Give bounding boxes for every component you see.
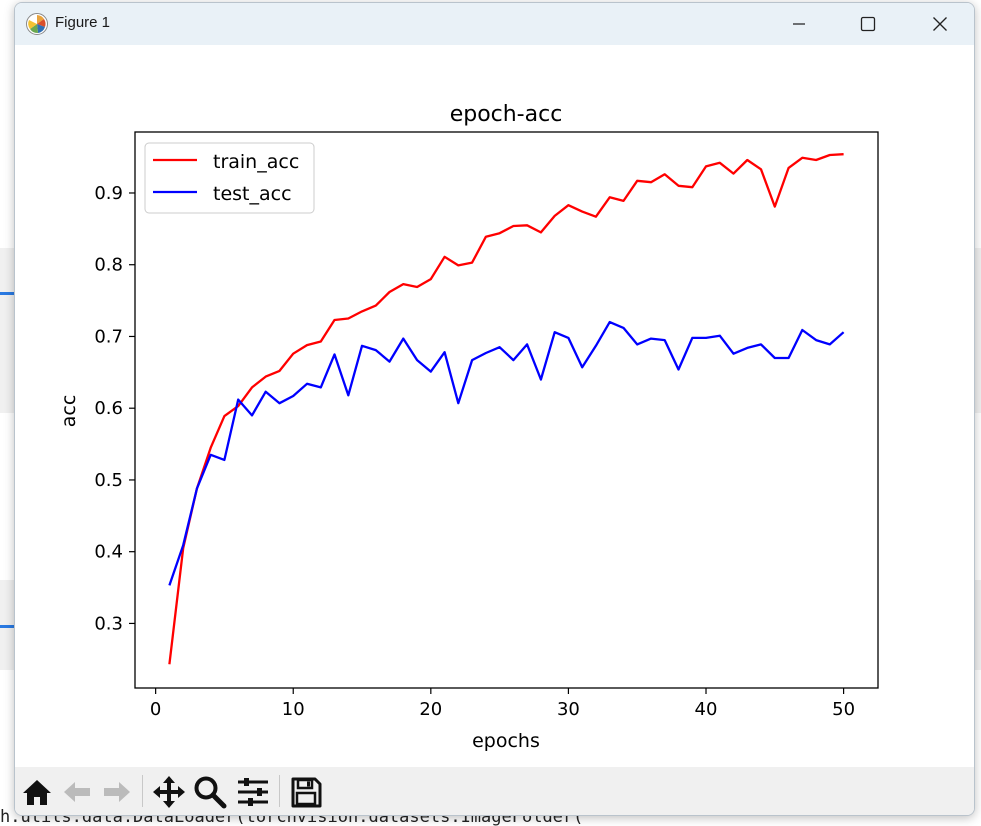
zoom-icon	[194, 776, 227, 809]
y-tick-label: 0.6	[94, 398, 123, 419]
heading-underline	[0, 625, 14, 628]
pan-icon	[153, 776, 185, 808]
y-tick-label: 0.5	[94, 470, 123, 491]
plot-frame	[134, 131, 879, 689]
series-line-train_acc	[168, 153, 844, 665]
maximize-button[interactable]	[845, 3, 891, 45]
configure-subplots-icon	[238, 778, 268, 806]
minimize-button[interactable]	[776, 3, 822, 45]
line-chart: epoch-acc 0 10 20 30 40 50 0.3 0.4 0.5 0.6 0.7 0.8 0…	[58, 102, 879, 752]
y-tick-label: 0.3	[94, 613, 123, 634]
series-line-test_acc	[168, 320, 845, 586]
toolbar-separator	[142, 775, 143, 807]
heading-underline	[0, 292, 14, 295]
y-tick-label: 0.9	[94, 183, 123, 204]
x-tick-label: 20	[419, 699, 442, 720]
configure-subplots-button[interactable]	[236, 775, 270, 809]
pan-button[interactable]	[152, 775, 186, 809]
back-button[interactable]	[60, 775, 94, 809]
x-tick-label: 40	[695, 699, 718, 720]
legend: train_acc test_acc	[144, 142, 315, 214]
matplotlib-icon	[25, 12, 49, 36]
chart-title: epoch-acc	[450, 102, 563, 127]
window-title: Figure 1	[55, 14, 111, 31]
y-axis-label: acc	[58, 395, 80, 428]
navigation-toolbar	[15, 767, 974, 815]
save-icon	[291, 777, 322, 808]
save-button[interactable]	[289, 775, 323, 809]
close-icon	[933, 17, 947, 31]
home-icon	[23, 780, 51, 805]
x-tick-label: 0	[150, 699, 161, 720]
y-tick-label: 0.8	[94, 255, 123, 276]
x-axis-label: epochs	[472, 730, 540, 752]
maximize-icon	[860, 16, 876, 32]
legend-label-train: train_acc	[213, 151, 299, 173]
home-button[interactable]	[20, 775, 54, 809]
y-tick-label: 0.7	[94, 326, 123, 347]
title-bar[interactable]: Figure 1	[15, 3, 974, 45]
x-tick-label: 30	[557, 699, 580, 720]
close-button[interactable]	[917, 3, 963, 45]
y-tick-label: 0.4	[94, 542, 123, 563]
forward-icon	[104, 782, 130, 802]
forward-button[interactable]	[100, 775, 134, 809]
figure-canvas[interactable]: epoch-acc 0 10 20 30 40 50 0.3 0.4 0.5 0.6 0.7 0.8 0…	[15, 45, 974, 767]
zoom-button[interactable]	[193, 775, 227, 809]
x-tick-label: 50	[832, 699, 855, 720]
back-icon	[64, 782, 90, 802]
figure-window: Figure 1 epoch-acc 0 10 20 30 40 50 0.3 0.4 0.5 0…	[14, 2, 975, 816]
toolbar-separator	[279, 775, 280, 807]
legend-label-test: test_acc	[213, 183, 292, 205]
x-tick-label: 10	[282, 699, 305, 720]
minimize-icon	[793, 23, 805, 25]
